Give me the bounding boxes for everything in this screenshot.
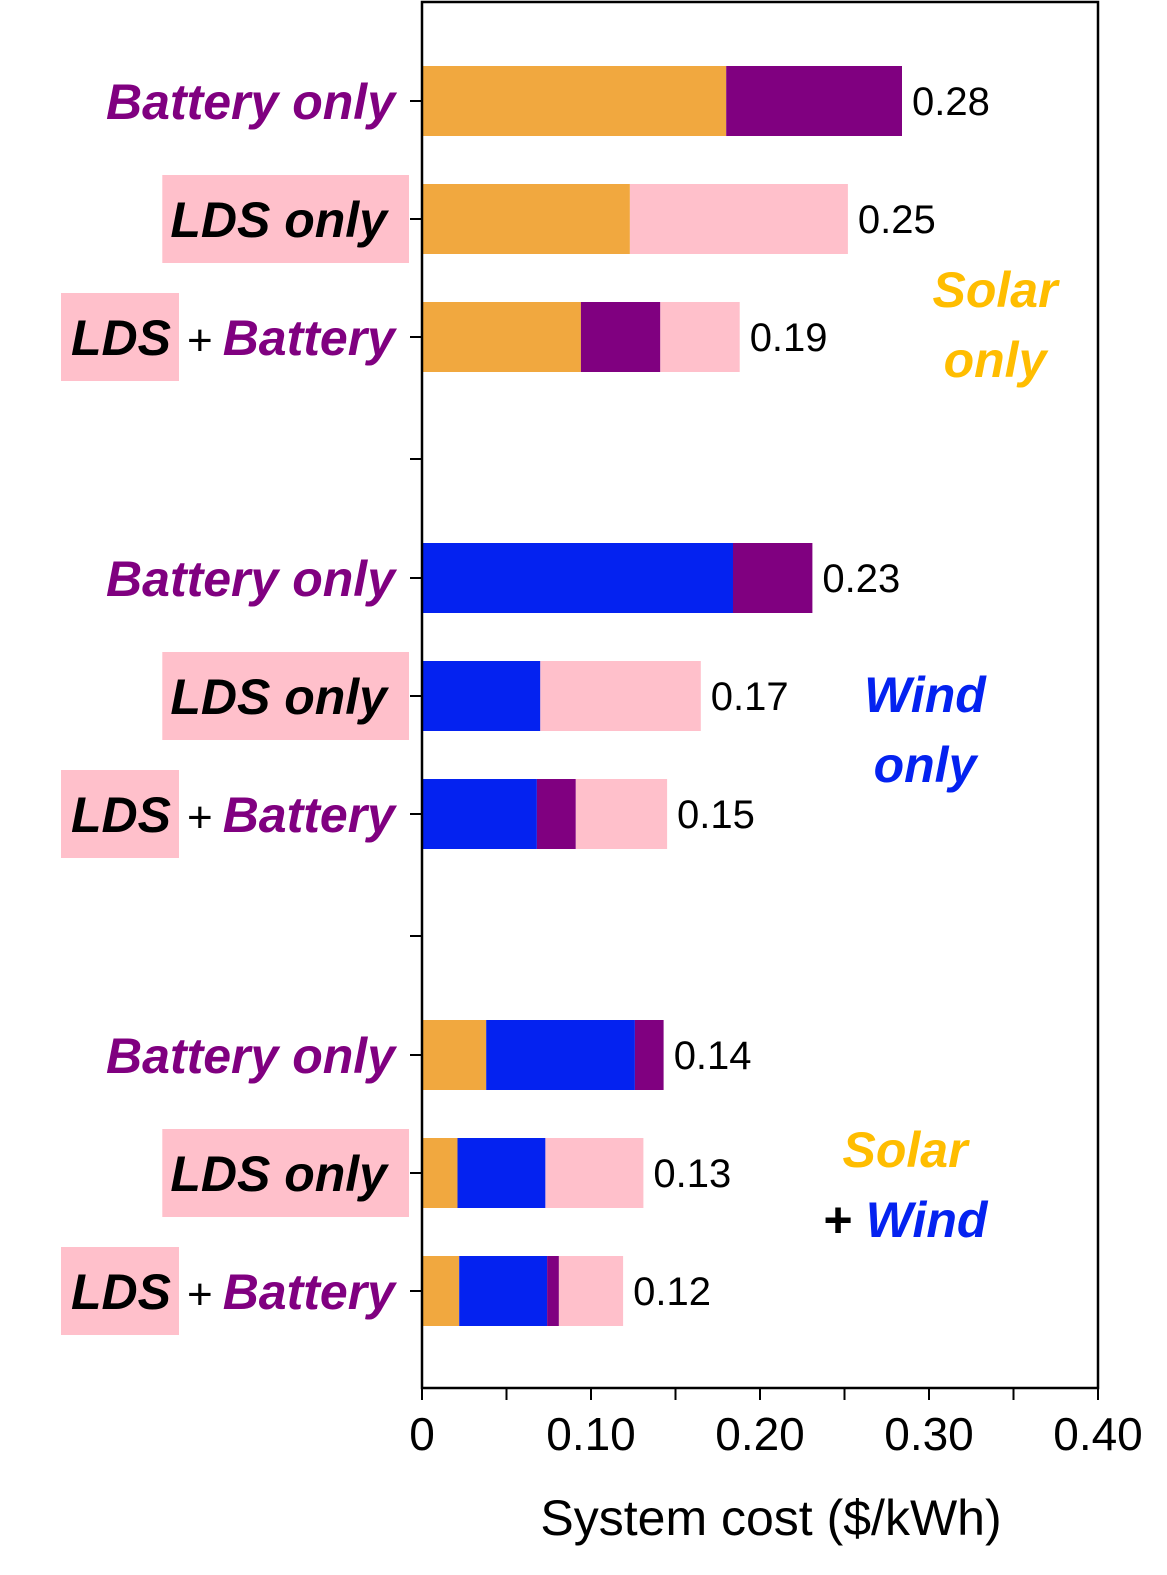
lds-highlight xyxy=(162,1129,409,1217)
y-label-lds: LDS xyxy=(71,787,171,843)
lds-highlight xyxy=(162,652,409,740)
y-label-battery: Battery xyxy=(223,1264,397,1320)
y-label-plus: + xyxy=(187,793,213,842)
bar-segment-solar xyxy=(422,66,727,136)
lds-highlight xyxy=(162,175,409,263)
bar-segment-wind xyxy=(422,543,733,613)
bar-segment-wind xyxy=(486,1020,635,1090)
group-label-text: Wind xyxy=(864,667,987,723)
bar-value-label: 0.14 xyxy=(674,1034,752,1078)
bar-segment-solar xyxy=(422,1138,458,1208)
y-label-lds-only: LDS only xyxy=(170,192,389,248)
group-label-text: only xyxy=(874,737,979,793)
value-labels-layer: 0.28 0.25 0.19 0.23 0.17 0.15 0.14 0.13 0.12 xyxy=(633,80,990,1314)
bar-segment-lds xyxy=(629,184,848,254)
lds-highlight xyxy=(61,770,179,858)
bar-value-label: 0.15 xyxy=(677,793,755,837)
bar-segment-battery xyxy=(580,302,661,372)
x-tick-label: 0.40 xyxy=(1053,1408,1143,1460)
bar-segment-solar xyxy=(422,1256,460,1326)
bar-value-label: 0.13 xyxy=(653,1152,731,1196)
x-tick-label: 0.10 xyxy=(546,1408,636,1460)
group-label-text: Wind xyxy=(866,1192,989,1248)
bar-segment-wind xyxy=(459,1256,548,1326)
bar-value-label: 0.25 xyxy=(858,198,936,242)
bar-segment-battery xyxy=(634,1020,664,1090)
bar-segment-wind xyxy=(422,661,541,731)
x-tick-label: 0 xyxy=(409,1408,435,1460)
x-axis-label: System cost ($/kWh) xyxy=(540,1490,1001,1546)
bar-segment-battery xyxy=(733,543,813,613)
x-tick-label: 0.30 xyxy=(884,1408,974,1460)
y-label-battery: Battery xyxy=(223,787,397,843)
bar-segment-lds xyxy=(575,779,668,849)
group-label-text: Solar xyxy=(933,262,1061,318)
y-label-plus: + xyxy=(187,1270,213,1319)
bar-segment-wind xyxy=(457,1138,546,1208)
bar-value-label: 0.28 xyxy=(912,80,990,124)
y-label-battery: Battery xyxy=(223,310,397,366)
group-label-text: + xyxy=(823,1192,852,1248)
bar-segment-battery xyxy=(726,66,902,136)
bar-value-label: 0.17 xyxy=(711,675,789,719)
y-label-battery-only: Battery only xyxy=(106,1028,397,1084)
bars-layer xyxy=(422,66,902,1326)
y-label-battery-only: Battery only xyxy=(106,551,397,607)
bar-value-label: 0.12 xyxy=(633,1270,711,1314)
bar-segment-lds xyxy=(558,1256,624,1326)
y-label-battery-only: Battery only xyxy=(106,74,397,130)
bar-segment-battery xyxy=(547,1256,559,1326)
bar-segment-lds xyxy=(660,302,740,372)
group-label-text: only xyxy=(944,332,1049,388)
bar-segment-lds xyxy=(545,1138,644,1208)
y-label-lds-only: LDS only xyxy=(170,1146,389,1202)
group-label-text: Solar xyxy=(843,1122,971,1178)
bar-segment-wind xyxy=(422,779,537,849)
bar-segment-solar xyxy=(422,302,581,372)
y-label-lds: LDS xyxy=(71,1264,171,1320)
x-tick-label: 0.20 xyxy=(715,1408,805,1460)
bar-value-label: 0.19 xyxy=(750,316,828,360)
bar-segment-solar xyxy=(422,1020,487,1090)
lds-highlight xyxy=(61,293,179,381)
bar-segment-battery xyxy=(536,779,576,849)
y-label-lds-only: LDS only xyxy=(170,669,389,725)
axes-layer: 0 0.10 0.20 0.30 0.40 xyxy=(409,0,1143,1460)
bar-segment-solar xyxy=(422,184,630,254)
lds-highlight xyxy=(61,1247,179,1335)
y-label-lds: LDS xyxy=(71,310,171,366)
bar-value-label: 0.23 xyxy=(822,557,900,601)
y-label-plus: + xyxy=(187,316,213,365)
bar-segment-lds xyxy=(540,661,701,731)
